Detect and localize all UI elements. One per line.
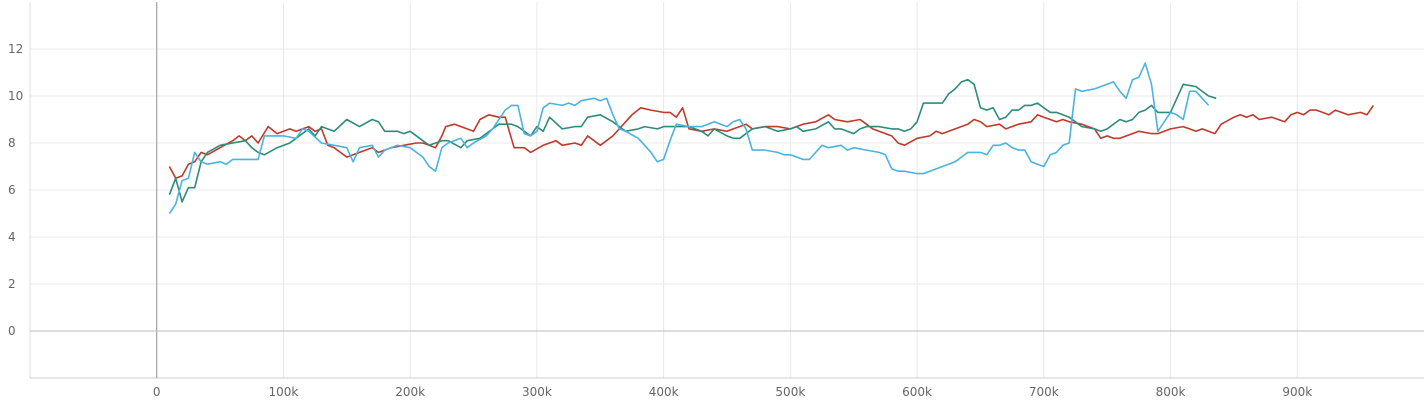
y-tick-label: 10 bbox=[8, 89, 23, 103]
x-tick-label: 200k bbox=[395, 385, 425, 399]
y-tick-labels: 0 2 4 6 8 10 12 bbox=[8, 42, 23, 338]
series-line-2 bbox=[168, 62, 1210, 214]
y-tick-label: 12 bbox=[8, 42, 23, 56]
x-tick-label: 100k bbox=[269, 385, 299, 399]
x-tick-label: 900k bbox=[1282, 385, 1312, 399]
x-tick-label: 300k bbox=[522, 385, 552, 399]
x-tick-label: 0 bbox=[153, 385, 161, 399]
x-tick-label: 500k bbox=[775, 385, 805, 399]
y-tick-label: 6 bbox=[8, 183, 16, 197]
grid bbox=[30, 2, 1424, 378]
y-tick-label: 8 bbox=[8, 136, 16, 150]
x-tick-label: 400k bbox=[649, 385, 679, 399]
y-tick-label: 4 bbox=[8, 230, 16, 244]
axes bbox=[29, 2, 1424, 379]
series-line-0 bbox=[168, 104, 1374, 180]
x-tick-labels: 0 100k 200k 300k 400k 500k 600k 700k 800k 900k bbox=[153, 385, 1312, 399]
series-line-1 bbox=[168, 78, 1217, 203]
x-tick-label: 600k bbox=[902, 385, 932, 399]
y-tick-label: 2 bbox=[8, 277, 16, 291]
y-tick-label: 0 bbox=[8, 324, 16, 338]
series-lines bbox=[168, 62, 1374, 214]
x-tick-label: 700k bbox=[1029, 385, 1059, 399]
x-tick-label: 800k bbox=[1156, 385, 1186, 399]
